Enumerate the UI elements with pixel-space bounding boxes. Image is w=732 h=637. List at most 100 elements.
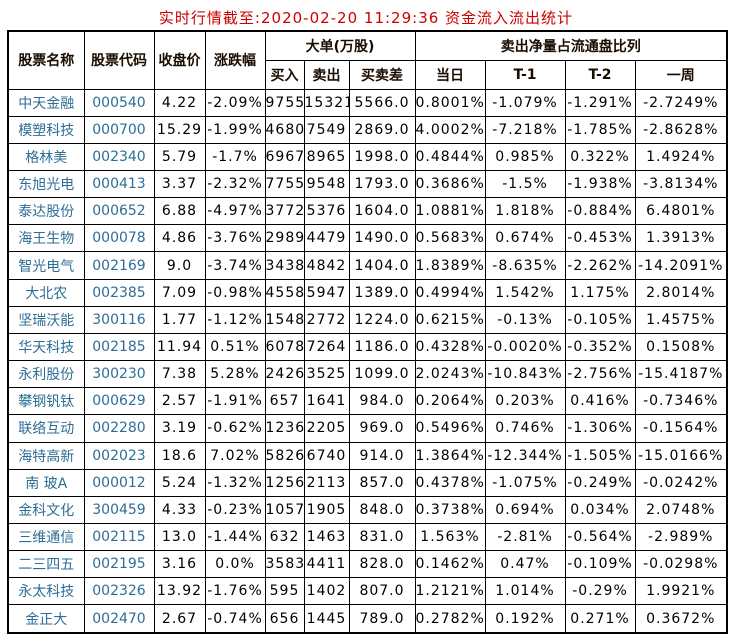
pct-t2-cell: -0.884% xyxy=(564,197,636,226)
stock-code-cell[interactable]: 000629 xyxy=(83,387,155,416)
stock-name-cell[interactable]: 攀钢钒钛 xyxy=(7,387,85,416)
sell-volume-cell: 3525 xyxy=(303,360,350,389)
buy-sell-diff-cell: 1793.0 xyxy=(348,169,416,199)
buy-sell-diff-cell: 1224.0 xyxy=(348,305,416,334)
table-row: 南 玻A 000012 5.24 -1.32% 1256 2113 857.0 0.4378%… xyxy=(7,468,728,497)
stock-name-cell[interactable]: 海特高新 xyxy=(7,441,85,470)
close-price-cell: 4.22 xyxy=(153,88,206,117)
pct-t2-cell: -2.756% xyxy=(564,360,636,389)
stock-code-cell[interactable]: 002340 xyxy=(83,142,155,171)
stock-name-cell[interactable]: 永利股份 xyxy=(7,360,85,389)
pct-today-cell: 0.4844% xyxy=(414,142,486,171)
header-sell: 卖出 xyxy=(303,59,350,90)
change-pct-cell: -3.74% xyxy=(204,251,266,280)
stock-code-cell[interactable]: 002195 xyxy=(83,550,155,579)
pct-today-cell: 0.8001% xyxy=(414,88,486,117)
stock-name-cell[interactable]: 金科文化 xyxy=(7,495,85,525)
header-buy: 买入 xyxy=(264,59,305,90)
pct-week-cell: -0.0242% xyxy=(634,468,728,497)
stock-code-cell[interactable]: 002385 xyxy=(83,278,155,307)
pct-t2-cell: -0.105% xyxy=(564,305,636,334)
pct-t1-cell: -12.344% xyxy=(484,441,566,470)
stock-name-cell[interactable]: 泰达股份 xyxy=(7,197,85,226)
pct-today-cell: 4.0002% xyxy=(414,115,486,144)
stock-name-cell[interactable]: 南 玻A xyxy=(7,468,85,497)
pct-t2-cell: -0.249% xyxy=(564,468,636,497)
stock-code-cell[interactable]: 002470 xyxy=(83,604,155,634)
table-row: 模塑科技 000700 15.29 -1.99% 4680 7549 2869.0 4.000… xyxy=(7,115,728,144)
change-pct-cell: -2.09% xyxy=(204,88,266,117)
table-row: 华天科技 002185 11.94 0.51% 6078 7264 1186.0 0.4328… xyxy=(7,332,728,362)
stock-code-cell[interactable]: 000012 xyxy=(83,468,155,497)
stock-name-cell[interactable]: 华天科技 xyxy=(7,332,85,362)
stock-code-cell[interactable]: 300116 xyxy=(83,305,155,334)
sell-volume-cell: 4411 xyxy=(303,550,350,579)
pct-today-cell: 1.0881% xyxy=(414,197,486,226)
stock-code-cell[interactable]: 300459 xyxy=(83,495,155,525)
stock-code-cell[interactable]: 002023 xyxy=(83,441,155,470)
sell-volume-cell: 1445 xyxy=(303,604,350,634)
close-price-cell: 5.79 xyxy=(153,142,206,171)
buy-volume-cell: 1236 xyxy=(264,414,305,443)
stock-code-cell[interactable]: 000700 xyxy=(83,115,155,144)
stock-name-cell[interactable]: 中天金融 xyxy=(7,88,85,117)
buy-sell-diff-cell: 807.0 xyxy=(348,577,416,606)
stock-name-cell[interactable]: 格林美 xyxy=(7,142,85,171)
stock-name-cell[interactable]: 永太科技 xyxy=(7,577,85,606)
stock-name-cell[interactable]: 二三四五 xyxy=(7,550,85,579)
buy-volume-cell: 6967 xyxy=(264,142,305,171)
stock-code-cell[interactable]: 000413 xyxy=(83,169,155,199)
stock-code-cell[interactable]: 002280 xyxy=(83,414,155,443)
pct-today-cell: 1.563% xyxy=(414,522,486,552)
stock-name-cell[interactable]: 东旭光电 xyxy=(7,169,85,199)
table-row: 智光电气 002169 9.0 -3.74% 3438 4842 1404.0 1.8389%… xyxy=(7,251,728,280)
stock-flow-table: 股票名称 股票代码 收盘价 涨跌幅 大单(万股) 卖出净量占流通盘比列 买入 卖… xyxy=(7,30,728,634)
stock-code-cell[interactable]: 300230 xyxy=(83,360,155,389)
buy-sell-diff-cell: 1186.0 xyxy=(348,332,416,362)
change-pct-cell: -3.76% xyxy=(204,224,266,253)
stock-name-cell[interactable]: 海王生物 xyxy=(7,224,85,253)
pct-t1-cell: -1.075% xyxy=(484,468,566,497)
stock-name-cell[interactable]: 坚瑞沃能 xyxy=(7,305,85,334)
table-header: 股票名称 股票代码 收盘价 涨跌幅 大单(万股) 卖出净量占流通盘比列 买入 卖… xyxy=(7,30,728,90)
change-pct-cell: -1.91% xyxy=(204,387,266,416)
pct-week-cell: -14.2091% xyxy=(634,251,728,280)
header-group-big-orders: 大单(万股) xyxy=(264,30,416,61)
stock-name-cell[interactable]: 联络互动 xyxy=(7,414,85,443)
table-row: 坚瑞沃能 300116 1.77 -1.12% 1548 2772 1224.0 0.6215… xyxy=(7,305,728,334)
pct-t1-cell: -7.218% xyxy=(484,115,566,144)
pct-t2-cell: -0.453% xyxy=(564,224,636,253)
sell-volume-cell: 4842 xyxy=(303,251,350,280)
stock-code-cell[interactable]: 002169 xyxy=(83,251,155,280)
pct-today-cell: 0.1462% xyxy=(414,550,486,579)
change-pct-cell: -1.32% xyxy=(204,468,266,497)
change-pct-cell: -0.98% xyxy=(204,278,266,307)
pct-t1-cell: 0.47% xyxy=(484,550,566,579)
stock-name-cell[interactable]: 金正大 xyxy=(7,604,85,634)
stock-name-cell[interactable]: 模塑科技 xyxy=(7,115,85,144)
pct-t2-cell: 0.034% xyxy=(564,495,636,525)
buy-sell-diff-cell: 789.0 xyxy=(348,604,416,634)
stock-code-cell[interactable]: 000078 xyxy=(83,224,155,253)
stock-code-cell[interactable]: 002185 xyxy=(83,332,155,362)
pct-week-cell: 6.4801% xyxy=(634,197,728,226)
stock-code-cell[interactable]: 002326 xyxy=(83,577,155,606)
buy-volume-cell: 3772 xyxy=(264,197,305,226)
buy-sell-diff-cell: 5566.0 xyxy=(348,88,416,117)
stock-name-cell[interactable]: 大北农 xyxy=(7,278,85,307)
change-pct-cell: -1.44% xyxy=(204,522,266,552)
table-row: 泰达股份 000652 6.88 -4.97% 3772 5376 1604.0 1.0881… xyxy=(7,197,728,226)
stock-name-cell[interactable]: 智光电气 xyxy=(7,251,85,280)
stock-name-cell[interactable]: 三维通信 xyxy=(7,522,85,552)
table-row: 攀钢钒钛 000629 2.57 -1.91% 657 1641 984.0 0.2064% 0… xyxy=(7,387,728,416)
stock-code-cell[interactable]: 000652 xyxy=(83,197,155,226)
buy-volume-cell: 3438 xyxy=(264,251,305,280)
pct-t2-cell: -0.352% xyxy=(564,332,636,362)
buy-volume-cell: 3583 xyxy=(264,550,305,579)
change-pct-cell: 5.28% xyxy=(204,360,266,389)
buy-sell-diff-cell: 984.0 xyxy=(348,387,416,416)
stock-code-cell[interactable]: 002115 xyxy=(83,522,155,552)
close-price-cell: 6.88 xyxy=(153,197,206,226)
stock-code-cell[interactable]: 000540 xyxy=(83,88,155,117)
page-title: 实时行情截至:2020-02-20 11:29:36 资金流入流出统计 xyxy=(158,9,574,27)
